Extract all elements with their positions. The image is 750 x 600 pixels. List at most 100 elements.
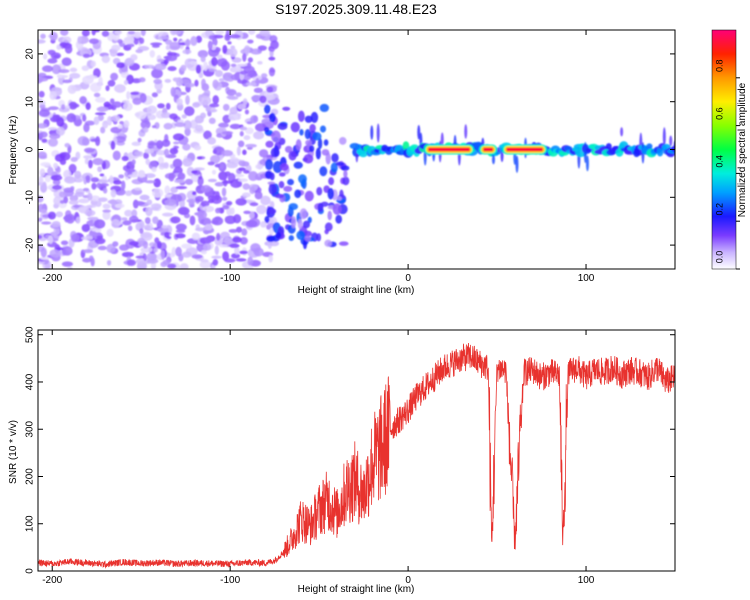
heat-cell — [153, 78, 163, 85]
heat-cell — [189, 215, 196, 226]
heat-cell — [161, 224, 168, 229]
heat-cell — [182, 143, 191, 151]
heat-cell — [319, 166, 328, 177]
colorbar-tick-label: 0.4 — [714, 155, 724, 168]
heat-cell — [620, 127, 624, 137]
heat-cell — [278, 172, 286, 177]
heat-cell — [245, 82, 257, 86]
heat-cell — [274, 193, 284, 199]
heat-cell — [123, 120, 130, 128]
heat-cell — [48, 106, 59, 111]
heat-cell — [109, 175, 114, 185]
heat-cell — [239, 70, 248, 75]
heat-cell — [249, 186, 256, 195]
heat-cell — [269, 112, 276, 123]
heat-cell — [302, 220, 311, 229]
heat-cell — [312, 132, 322, 141]
spectrogram-y-ticks: 20 10 0 -10 -20 — [25, 48, 675, 252]
colorbar-tick-label: 0.6 — [714, 107, 724, 120]
heat-cell — [101, 30, 110, 37]
snr-x-ticks: -200 -100 0 100 — [42, 330, 595, 586]
heat-cell — [197, 49, 209, 58]
heat-cell — [111, 115, 121, 122]
heat-cell — [126, 43, 135, 48]
heat-cell — [310, 111, 319, 124]
heat-cell — [123, 102, 133, 112]
heat-cell — [77, 198, 90, 204]
spectrogram-x-ticks: -200 -100 0 100 — [42, 30, 595, 284]
heat-cell — [93, 116, 100, 126]
heat-cell — [275, 232, 282, 239]
heat-cell — [200, 185, 212, 193]
heat-cell — [175, 233, 186, 239]
heat-cell — [157, 103, 165, 109]
heat-cell — [38, 109, 51, 117]
heat-cell — [177, 206, 190, 216]
colorbar-label: Normalized spectral amplitude — [737, 82, 748, 217]
heat-cell — [238, 167, 246, 172]
heat-cell — [74, 170, 82, 179]
heat-cell — [175, 185, 188, 190]
heat-cell — [192, 191, 197, 196]
heat-cell — [323, 139, 329, 146]
heat-cell — [74, 191, 85, 198]
heat-cell — [203, 130, 212, 140]
heat-cell — [149, 50, 156, 58]
heat-cell — [191, 170, 198, 174]
heat-cell — [119, 120, 125, 125]
heat-cell — [224, 258, 236, 263]
heat-cell — [99, 173, 105, 177]
heat-cell — [246, 121, 253, 125]
heat-cell — [164, 185, 171, 195]
heat-cell — [194, 167, 205, 171]
heat-cell — [106, 228, 114, 237]
y-tick-label: 20 — [25, 48, 36, 60]
heat-cell — [123, 79, 129, 86]
heat-cell — [126, 91, 131, 100]
heat-cell — [223, 179, 228, 187]
heat-cell — [299, 208, 308, 220]
heat-cell — [258, 149, 269, 158]
heat-cell — [208, 117, 216, 125]
y-tick-label: 200 — [25, 468, 36, 485]
heat-peak-core — [427, 147, 471, 152]
heat-cell — [138, 77, 146, 83]
heat-cell — [167, 66, 177, 72]
heat-cell — [195, 124, 204, 132]
y-tick-label: 300 — [25, 420, 36, 437]
heat-cell — [175, 246, 182, 257]
heat-cell — [282, 106, 291, 111]
heat-cell — [335, 161, 345, 166]
heat-cell — [154, 237, 160, 244]
heat-cell — [38, 39, 46, 44]
heat-cell — [40, 162, 51, 167]
heat-cell — [98, 183, 110, 187]
heat-cell — [121, 180, 126, 191]
heat-cell — [157, 31, 169, 36]
heat-cell — [315, 147, 321, 160]
heat-cell — [376, 123, 380, 143]
heat-cell — [47, 58, 58, 64]
heat-cell — [152, 216, 159, 224]
heat-cell — [169, 147, 179, 155]
heat-cell — [239, 126, 248, 131]
heat-cell — [259, 30, 271, 37]
heat-cell — [229, 123, 242, 130]
heat-cell — [88, 231, 98, 237]
heat-cell — [339, 137, 347, 145]
heat-cell — [199, 260, 212, 269]
heat-cell — [127, 225, 133, 232]
heat-cell — [212, 95, 220, 105]
heat-cell — [299, 128, 304, 136]
heat-cell — [151, 166, 157, 173]
heat-cell — [224, 215, 237, 225]
heat-cell — [169, 113, 178, 120]
heat-cell — [340, 165, 350, 171]
heat-cell — [241, 192, 251, 198]
heat-cell — [214, 181, 225, 187]
heat-cell — [94, 30, 100, 33]
heat-cell — [177, 172, 186, 181]
heat-cell — [194, 227, 207, 232]
heat-cell — [195, 64, 202, 74]
